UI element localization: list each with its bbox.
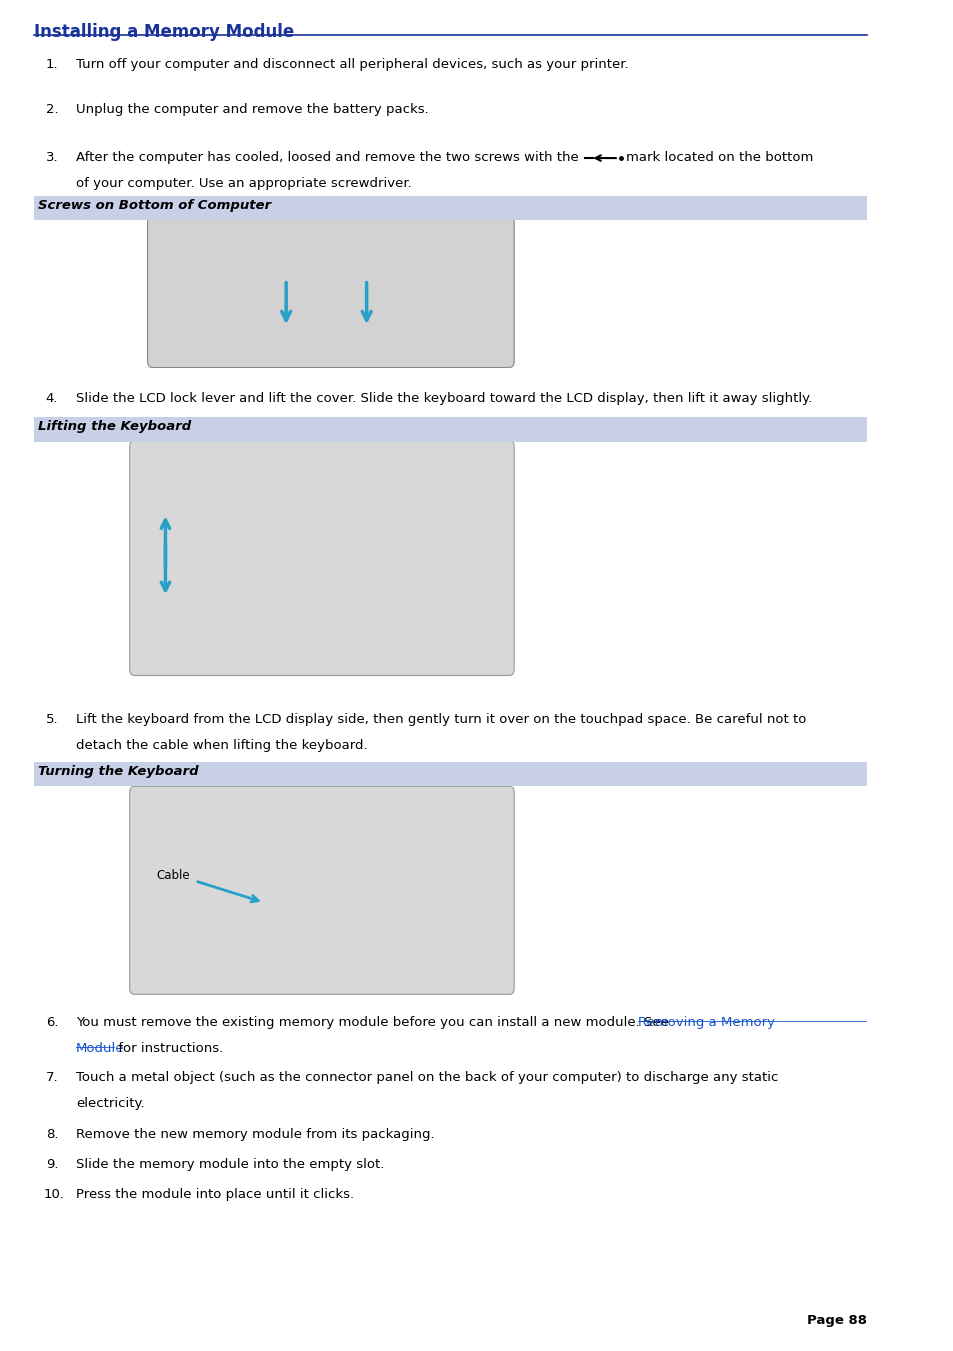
- Text: for instructions.: for instructions.: [114, 1042, 224, 1055]
- Text: electricity.: electricity.: [76, 1097, 145, 1111]
- Text: 8.: 8.: [46, 1128, 58, 1142]
- Text: of your computer. Use an appropriate screwdriver.: of your computer. Use an appropriate scr…: [76, 177, 412, 190]
- Text: 1.: 1.: [46, 58, 58, 72]
- Text: mark located on the bottom: mark located on the bottom: [625, 151, 813, 165]
- Text: Press the module into place until it clicks.: Press the module into place until it cli…: [76, 1188, 354, 1201]
- Text: 7.: 7.: [46, 1071, 58, 1085]
- Text: You must remove the existing memory module before you can install a new module. : You must remove the existing memory modu…: [76, 1016, 673, 1029]
- FancyBboxPatch shape: [34, 762, 866, 786]
- Text: Touch a metal object (such as the connector panel on the back of your computer) : Touch a metal object (such as the connec…: [76, 1071, 778, 1085]
- Text: Lifting the Keyboard: Lifting the Keyboard: [38, 420, 192, 434]
- Text: detach the cable when lifting the keyboard.: detach the cable when lifting the keyboa…: [76, 739, 367, 753]
- Text: 9.: 9.: [46, 1158, 58, 1171]
- Text: Slide the memory module into the empty slot.: Slide the memory module into the empty s…: [76, 1158, 384, 1171]
- Text: 6.: 6.: [46, 1016, 58, 1029]
- Text: 2.: 2.: [46, 103, 58, 116]
- Text: Removing a Memory: Removing a Memory: [637, 1016, 774, 1029]
- Text: After the computer has cooled, loosed and remove the two screws with the: After the computer has cooled, loosed an…: [76, 151, 578, 165]
- FancyBboxPatch shape: [130, 440, 514, 676]
- FancyBboxPatch shape: [34, 196, 866, 220]
- Text: Slide the LCD lock lever and lift the cover. Slide the keyboard toward the LCD d: Slide the LCD lock lever and lift the co…: [76, 392, 811, 405]
- Text: Installing a Memory Module: Installing a Memory Module: [34, 23, 294, 41]
- FancyBboxPatch shape: [148, 216, 514, 367]
- Text: Page 88: Page 88: [806, 1313, 866, 1327]
- Text: 3.: 3.: [46, 151, 58, 165]
- Text: Module: Module: [76, 1042, 125, 1055]
- FancyBboxPatch shape: [34, 417, 866, 442]
- FancyBboxPatch shape: [130, 786, 514, 994]
- Text: 5.: 5.: [46, 713, 58, 727]
- Text: Cable: Cable: [156, 869, 190, 882]
- Text: Turn off your computer and disconnect all peripheral devices, such as your print: Turn off your computer and disconnect al…: [76, 58, 628, 72]
- Text: Screws on Bottom of Computer: Screws on Bottom of Computer: [38, 199, 272, 212]
- Text: 4.: 4.: [46, 392, 58, 405]
- Text: 10.: 10.: [43, 1188, 64, 1201]
- Text: Lift the keyboard from the LCD display side, then gently turn it over on the tou: Lift the keyboard from the LCD display s…: [76, 713, 805, 727]
- Text: Turning the Keyboard: Turning the Keyboard: [38, 765, 199, 778]
- Text: Unplug the computer and remove the battery packs.: Unplug the computer and remove the batte…: [76, 103, 428, 116]
- Text: Remove the new memory module from its packaging.: Remove the new memory module from its pa…: [76, 1128, 435, 1142]
